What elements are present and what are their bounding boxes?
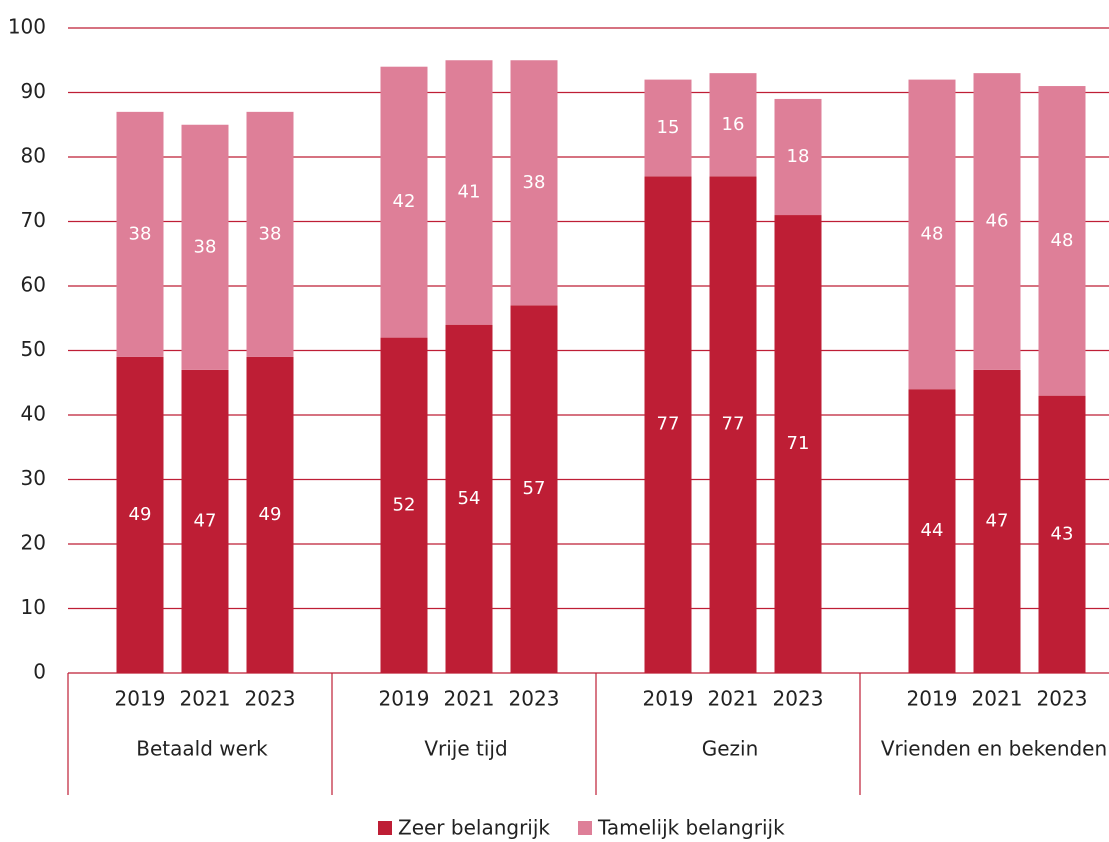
value-label: 71 bbox=[787, 433, 810, 454]
y-tick-label: 100 bbox=[8, 15, 46, 39]
bar-segment bbox=[380, 66, 428, 338]
group-label: Betaald werk bbox=[136, 737, 268, 761]
value-label: 44 bbox=[921, 520, 944, 541]
x-tick-label: 2019 bbox=[907, 687, 958, 711]
bar-segment bbox=[246, 111, 294, 357]
x-tick-label: 2023 bbox=[773, 687, 824, 711]
bar-segment bbox=[644, 79, 692, 177]
value-label: 77 bbox=[722, 414, 745, 435]
value-label: 47 bbox=[194, 510, 217, 531]
value-label: 15 bbox=[657, 117, 680, 138]
y-tick-label: 60 bbox=[21, 273, 46, 297]
value-label: 38 bbox=[523, 172, 546, 193]
group-label: Vrienden en bekenden bbox=[881, 737, 1107, 761]
bar-segment bbox=[510, 305, 558, 673]
x-tick-label: 2021 bbox=[444, 687, 495, 711]
bar-segment bbox=[973, 73, 1021, 370]
value-label: 49 bbox=[259, 504, 282, 525]
group-label: Vrije tijd bbox=[424, 737, 507, 761]
bar-segment bbox=[181, 369, 229, 673]
bar-segment bbox=[1038, 86, 1086, 396]
x-tick-label: 2021 bbox=[972, 687, 1023, 711]
value-label: 49 bbox=[129, 504, 152, 525]
x-tick-label: 2021 bbox=[180, 687, 231, 711]
bar-segment bbox=[644, 176, 692, 673]
y-tick-label: 80 bbox=[21, 144, 46, 168]
y-tick-label: 90 bbox=[21, 79, 46, 103]
bar-segment bbox=[908, 79, 956, 390]
bar-segment bbox=[1038, 395, 1086, 673]
legend-swatch bbox=[378, 821, 392, 835]
x-tick-label: 2019 bbox=[379, 687, 430, 711]
value-label: 38 bbox=[129, 223, 152, 244]
bar-segment bbox=[116, 111, 164, 357]
x-tick-label: 2019 bbox=[643, 687, 694, 711]
value-label: 38 bbox=[194, 236, 217, 257]
bar-segment bbox=[116, 356, 164, 673]
legend-swatch bbox=[578, 821, 592, 835]
y-tick-label: 0 bbox=[33, 660, 46, 684]
value-label: 57 bbox=[523, 478, 546, 499]
y-tick-label: 30 bbox=[21, 466, 46, 490]
group-label: Gezin bbox=[702, 737, 759, 761]
bar-segment bbox=[445, 60, 493, 325]
bar-segment bbox=[774, 98, 822, 216]
bar-segment bbox=[445, 324, 493, 673]
value-label: 77 bbox=[657, 414, 680, 435]
bar-segment bbox=[774, 215, 822, 674]
value-label: 48 bbox=[1051, 230, 1074, 251]
y-tick-label: 20 bbox=[21, 531, 46, 555]
bar-segment bbox=[709, 176, 757, 673]
x-tick-label: 2019 bbox=[115, 687, 166, 711]
legend-label: Zeer belangrijk bbox=[398, 816, 550, 840]
bar-segment bbox=[908, 389, 956, 673]
value-label: 47 bbox=[986, 510, 1009, 531]
bar-segment bbox=[510, 60, 558, 306]
value-label: 43 bbox=[1051, 523, 1074, 544]
value-label: 48 bbox=[921, 223, 944, 244]
y-tick-label: 10 bbox=[21, 595, 46, 619]
x-tick-label: 2021 bbox=[708, 687, 759, 711]
y-tick-label: 40 bbox=[21, 402, 46, 426]
value-label: 18 bbox=[787, 146, 810, 167]
value-label: 46 bbox=[986, 211, 1009, 232]
bar-segment bbox=[709, 73, 757, 177]
legend-label: Tamelijk belangrijk bbox=[597, 816, 785, 840]
value-label: 41 bbox=[458, 181, 481, 202]
value-label: 54 bbox=[458, 488, 481, 509]
y-tick-label: 70 bbox=[21, 208, 46, 232]
y-tick-label: 50 bbox=[21, 337, 46, 361]
value-label: 16 bbox=[722, 114, 745, 135]
bar-segment bbox=[246, 356, 294, 673]
value-label: 42 bbox=[393, 191, 416, 212]
x-tick-label: 2023 bbox=[1037, 687, 1088, 711]
value-label: 38 bbox=[259, 223, 282, 244]
x-tick-label: 2023 bbox=[509, 687, 560, 711]
value-label: 52 bbox=[393, 494, 416, 515]
bar-segment bbox=[380, 337, 428, 673]
bar-segment bbox=[973, 369, 1021, 673]
x-tick-label: 2023 bbox=[245, 687, 296, 711]
bar-segment bbox=[181, 124, 229, 370]
